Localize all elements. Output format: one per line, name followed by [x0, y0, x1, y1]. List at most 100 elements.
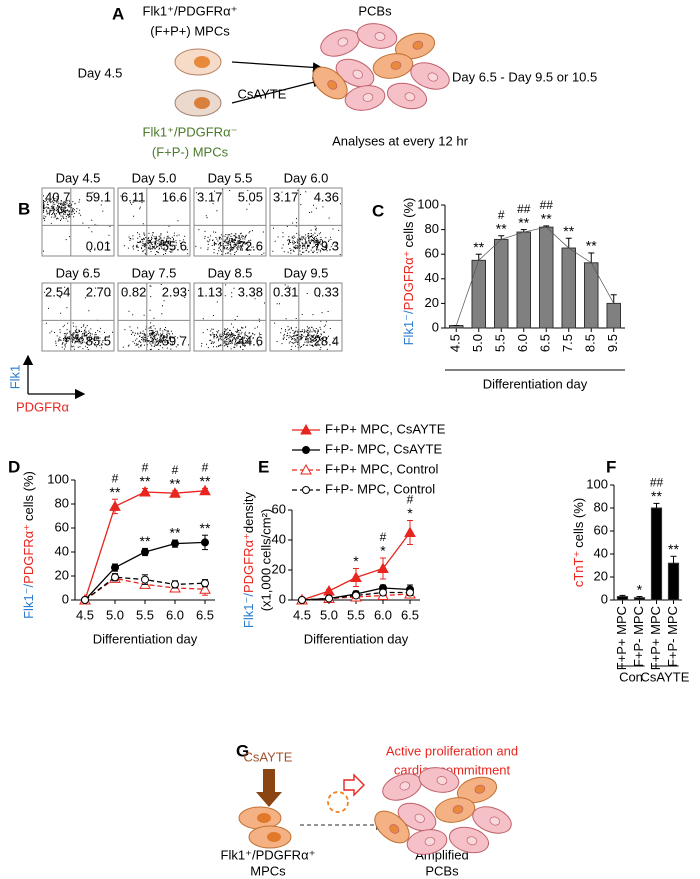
nucleus [352, 69, 363, 79]
panel-label: E [258, 457, 269, 476]
quadrant-value: 59.1 [86, 189, 111, 204]
marker [201, 538, 209, 547]
x-tick-label: 5.5 [347, 607, 365, 622]
significance: ** [496, 220, 507, 236]
quadrant-value: 5.05 [238, 189, 263, 204]
significance: # [407, 493, 414, 507]
quadrant-value: 55.6 [162, 238, 187, 253]
cell [456, 776, 498, 804]
y-label-part: cells (%) [21, 471, 36, 521]
marker [141, 575, 149, 584]
bar [561, 247, 576, 329]
y-tick-label: 40 [594, 545, 608, 560]
quadrant-value: 44.6 [238, 333, 263, 348]
x-tick-label: 4.5 [293, 607, 311, 622]
y-label-part: density [241, 491, 256, 533]
cell-events [195, 189, 265, 255]
y-axis-label: cTnT⁺ cells (%) [571, 498, 586, 587]
y-tick-label: 60 [425, 246, 439, 261]
axis-label: Flk1 [7, 365, 22, 390]
plot-title: Day 6.5 [56, 265, 101, 280]
nucleus [412, 40, 424, 50]
bar [616, 596, 629, 601]
nucleus [257, 813, 271, 823]
mpc-label: Flk1⁺/PDGFRα⁻ [143, 124, 238, 139]
quadrant-value: 79.3 [314, 238, 339, 253]
cell [386, 82, 428, 110]
y-label-part: cells (%) [401, 198, 416, 248]
significance: ** [563, 223, 574, 239]
panel-label: G [236, 741, 249, 760]
product-label: PCBs [425, 863, 459, 878]
significance: ** [651, 488, 662, 504]
y-tick-label: 0 [279, 591, 286, 606]
x-tick-label: 8.5 [583, 334, 598, 352]
nucleus [436, 776, 448, 785]
cell [344, 85, 386, 111]
quadrant-value: 0.31 [273, 284, 298, 299]
panel-label: D [8, 457, 20, 476]
group-label: Con [619, 669, 643, 684]
treatment-label: CsAYTE [238, 86, 287, 101]
bar [667, 562, 680, 601]
significance: ** [200, 520, 211, 536]
significance: ** [518, 214, 529, 230]
y-label-part: PDGFRα⁺ [401, 250, 416, 310]
bar [606, 302, 621, 329]
x-tick-label: 6.0 [166, 607, 184, 622]
significance: ## [650, 476, 664, 490]
x-tick-label: 7.5 [560, 334, 575, 352]
y-label-part: cTnT⁺ [571, 551, 586, 587]
quadrant-value: 2.93 [162, 284, 187, 299]
effect-arrow [343, 773, 365, 797]
trend-line [455, 226, 615, 326]
y-tick-label: 0 [432, 319, 439, 334]
y-tick-label: 0 [62, 591, 69, 606]
x-tick-label: 6.5 [401, 607, 419, 622]
significance: ** [170, 476, 181, 492]
significance: # [142, 461, 149, 475]
plot-title: Day 6.0 [284, 170, 329, 185]
quadrant-value: 16.6 [162, 189, 187, 204]
significance: ** [170, 525, 181, 541]
significance: # [498, 208, 505, 222]
y-label-part: Flk1⁻/ [241, 593, 256, 628]
marker [298, 596, 306, 604]
legend-label: F+P- MPC, CsAYTE [325, 441, 442, 456]
nucleus [362, 93, 374, 102]
nucleus [474, 784, 486, 794]
marker [352, 591, 360, 600]
cell-events [44, 286, 113, 350]
significance: ** [140, 473, 151, 489]
quadrant-value: 3.38 [238, 284, 263, 299]
y-tick-label: 100 [417, 196, 439, 211]
panel-label: C [372, 201, 384, 220]
nucleus [452, 805, 464, 814]
bar [471, 259, 486, 329]
nucleus [389, 824, 400, 834]
arrow [231, 61, 324, 73]
quadrant-value: 4.36 [314, 189, 339, 204]
marker [300, 423, 312, 435]
significance: ## [517, 202, 531, 216]
y-tick-label: 100 [47, 471, 69, 486]
cell-events [122, 284, 189, 350]
marker [171, 539, 179, 548]
x-tick-label: 4.5 [76, 607, 94, 622]
significance: # [380, 530, 387, 544]
significance: ** [140, 533, 151, 549]
y-axis-label: Flk1⁻/PDGFRα⁺density [241, 491, 256, 628]
y-tick-label: 20 [425, 295, 439, 310]
x-axis-label: Differentiation day [93, 631, 198, 646]
plot-frame [41, 187, 115, 257]
quadrant-value: 0.33 [314, 284, 339, 299]
significance: ** [110, 484, 121, 500]
x-tick-label: 5.0 [320, 607, 338, 622]
cell [418, 767, 460, 793]
bar [539, 226, 554, 329]
cell [397, 802, 437, 832]
cell [320, 29, 360, 57]
quadrant-value: 2.70 [86, 284, 111, 299]
bar [584, 262, 599, 329]
y-tick-label: 40 [272, 531, 286, 546]
